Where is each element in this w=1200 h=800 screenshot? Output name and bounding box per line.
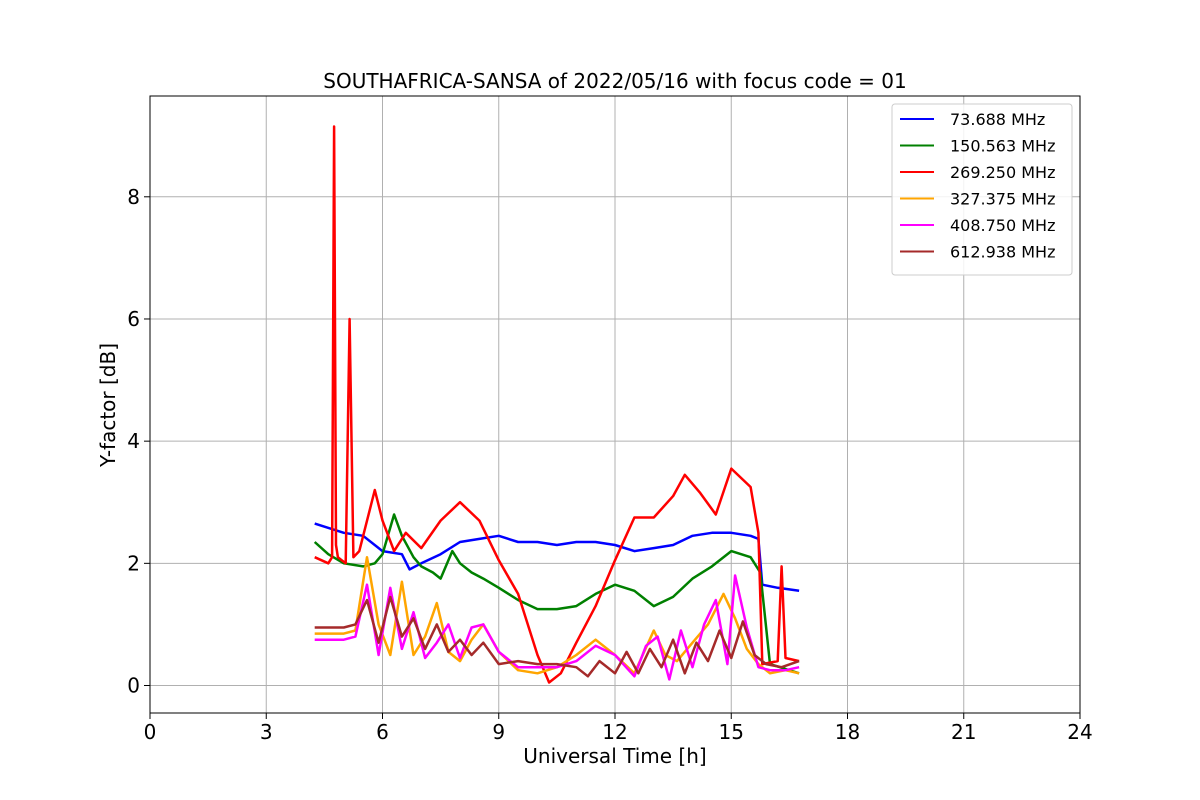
x-tick-label: 24 bbox=[1067, 720, 1092, 744]
series-line-0 bbox=[314, 522, 800, 593]
legend: 73.688 MHz 150.563 MHz 269.250 MHz 327.375 … bbox=[891, 103, 1073, 276]
legend-label: 408.750 MHz bbox=[950, 216, 1055, 235]
x-tick-label: 21 bbox=[951, 720, 976, 744]
x-tick-label: 15 bbox=[719, 720, 744, 744]
x-axis-label: Universal Time [h] bbox=[523, 744, 706, 768]
y-tick-label: 2 bbox=[127, 551, 140, 575]
legend-label: 150.563 MHz bbox=[950, 137, 1055, 156]
x-tick-label: 12 bbox=[602, 720, 627, 744]
series-line-5 bbox=[314, 595, 800, 678]
y-tick-label: 0 bbox=[127, 674, 140, 698]
y-tick-label: 8 bbox=[127, 185, 140, 209]
y-tick-label: 4 bbox=[127, 429, 140, 453]
x-tick-label: 18 bbox=[835, 720, 860, 744]
legend-label: 73.688 MHz bbox=[950, 110, 1045, 129]
x-tick-label: 0 bbox=[144, 720, 157, 744]
legend-label: 269.250 MHz bbox=[950, 163, 1055, 182]
legend-label: 612.938 MHz bbox=[950, 243, 1055, 262]
legend-box bbox=[891, 103, 1073, 276]
y-axis-label: Y-factor [dB] bbox=[96, 343, 120, 468]
chart-title: SOUTHAFRICA-SANSA of 2022/05/16 with foc… bbox=[323, 69, 907, 93]
legend-label: 327.375 MHz bbox=[950, 190, 1055, 209]
y-tick-label: 6 bbox=[127, 307, 140, 331]
x-tick-label: 3 bbox=[260, 720, 273, 744]
series-layer bbox=[313, 125, 800, 684]
x-tick-label: 6 bbox=[376, 720, 389, 744]
x-tick-label: 9 bbox=[492, 720, 505, 744]
series-line-2 bbox=[314, 125, 800, 684]
